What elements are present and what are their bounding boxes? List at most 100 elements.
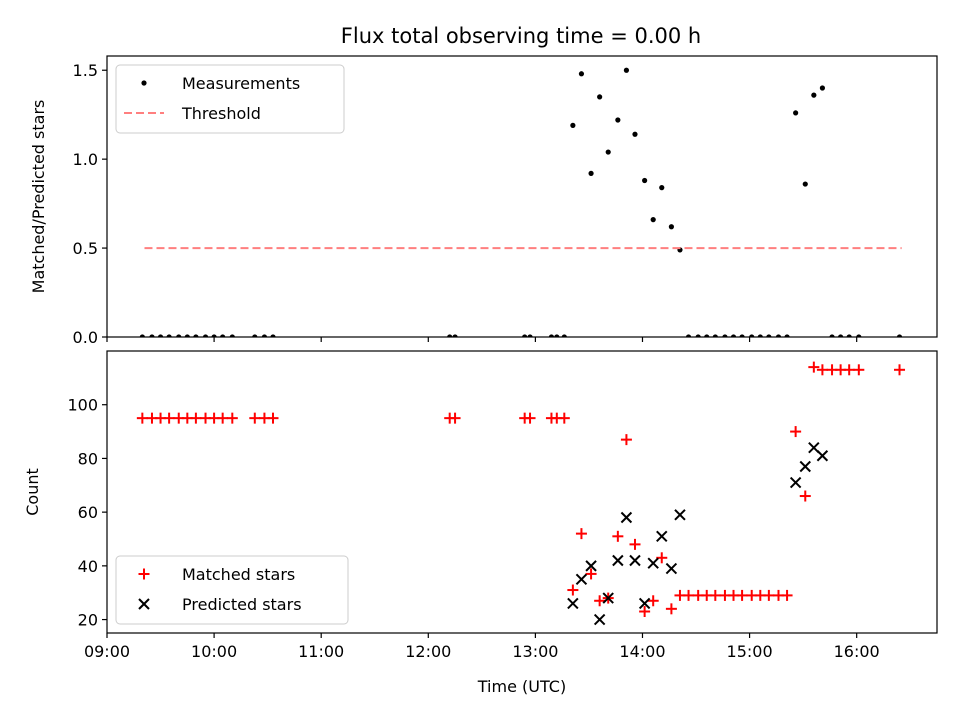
predicted-star-marker: [799, 460, 811, 473]
predicted-star-marker: [629, 554, 641, 567]
measurement-point: [712, 334, 718, 337]
predicted-star-marker-b: [789, 476, 802, 489]
predicted-star-marker: [575, 573, 588, 585]
matched-star-marker: [816, 364, 828, 376]
predicted-star-marker-b: [593, 613, 606, 626]
measurement-point: [527, 334, 533, 337]
measurement-point: [554, 334, 560, 337]
predicted-star-marker: [647, 557, 659, 569]
predicted-star-marker-b: [665, 562, 678, 575]
measurement-point: [561, 334, 567, 337]
legend-point-icon: [141, 80, 147, 86]
predicted-star-marker-b: [647, 557, 659, 569]
matched-star-marker: [736, 589, 748, 601]
measurement-point: [166, 334, 172, 337]
matched-star-marker: [894, 364, 906, 376]
measurement-point: [632, 131, 638, 137]
x-tick-label: 10:00: [191, 642, 237, 661]
matched-star-marker: [190, 412, 202, 424]
measurement-point: [811, 92, 817, 98]
predicted-star-marker: [585, 560, 597, 572]
measurement-point: [722, 334, 728, 337]
measurement-point: [548, 334, 555, 337]
matched-star-marker: [781, 589, 793, 601]
y-axis-label: Count: [23, 468, 42, 516]
predicted-star-marker-b: [620, 511, 633, 524]
bottom-panel: 20 40 60 80 100 09:00 10:00 11:00 12:00 13:00 14:0…: [23, 350, 938, 696]
y-tick-label: 0.5: [73, 239, 98, 258]
y-tick-label: 1.0: [73, 150, 98, 169]
predicted-star-marker-b: [808, 441, 820, 454]
measurement-point: [578, 71, 585, 77]
legend-label: Matched stars: [182, 565, 295, 584]
matched-star-marker: [629, 538, 641, 550]
matched-star-marker: [585, 568, 597, 580]
predicted-star-marker: [602, 592, 614, 604]
y-tick-label: 60: [78, 503, 98, 522]
data-marks: [139, 67, 903, 337]
predicted-star-marker: [620, 511, 633, 524]
predicted-star-marker-b: [585, 560, 597, 572]
matched-star-marker: [639, 606, 651, 618]
measurement-point: [605, 149, 611, 155]
measurement-point: [685, 334, 692, 337]
data-marks: [136, 361, 906, 626]
x-tick-label: 14:00: [619, 642, 665, 661]
y-axis-label: Matched/Predicted stars: [29, 100, 48, 294]
x-tick-label: 15:00: [727, 642, 773, 661]
predicted-star-marker: [612, 554, 624, 567]
matched-star-marker: [575, 528, 587, 540]
measurement-point: [838, 334, 844, 337]
matched-star-marker: [683, 589, 695, 601]
measurement-point: [695, 334, 701, 337]
predicted-star-marker: [665, 562, 678, 575]
predicted-star-marker-b: [799, 460, 811, 473]
matched-star-marker: [558, 412, 570, 424]
measurement-point: [202, 334, 209, 337]
predicted-star-marker-b: [567, 597, 579, 610]
measurement-point: [615, 117, 621, 123]
matched-star-marker: [790, 426, 802, 438]
matched-star-marker: [808, 361, 820, 373]
y-tick-label: 0.0: [73, 328, 98, 347]
x-tick-label: 12:00: [405, 642, 451, 661]
measurement-point: [793, 110, 799, 116]
measurement-point: [522, 334, 528, 337]
matched-star-marker: [267, 412, 279, 424]
measurement-point: [220, 334, 226, 337]
measurement-point: [659, 185, 665, 191]
measurement-point: [829, 334, 835, 337]
predicted-star-marker: [789, 476, 802, 489]
measurement-point: [229, 334, 235, 337]
predicted-star-marker-b: [674, 509, 686, 521]
measurement-point: [252, 334, 258, 337]
predicted-star-marker: [638, 597, 651, 610]
measurement-point: [856, 334, 862, 337]
matched-star-marker: [709, 589, 721, 601]
measurement-point: [846, 334, 852, 337]
measurement-point: [704, 334, 710, 337]
measurement-point: [270, 334, 276, 337]
predicted-star-marker: [674, 509, 686, 521]
matched-star-marker: [449, 412, 461, 424]
chart-title: Flux total observing time = 0.00 h: [341, 24, 701, 48]
measurement-point: [176, 334, 182, 337]
measurement-point: [193, 334, 199, 337]
predicted-star-marker-b: [602, 592, 614, 604]
y-tick-label: 100: [67, 396, 98, 415]
measurement-point: [597, 94, 603, 100]
matched-star-marker: [656, 552, 668, 564]
y-tick-label: 1.5: [73, 61, 98, 80]
measurement-point: [650, 217, 656, 223]
measurement-point: [184, 334, 190, 337]
predicted-star-marker: [656, 530, 668, 543]
plot-frame: [106, 350, 938, 634]
measurement-point: [452, 334, 458, 337]
measurement-point: [588, 170, 594, 176]
predicted-star-marker-b: [612, 554, 624, 567]
predicted-star-marker-b: [638, 597, 651, 610]
legend-label: Threshold: [181, 104, 261, 123]
matched-star-marker: [853, 364, 865, 376]
